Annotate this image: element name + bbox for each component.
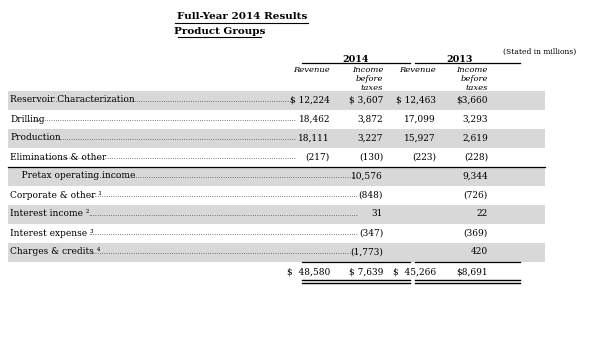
Text: 18,111: 18,111 — [299, 133, 330, 142]
Text: Product Groups: Product Groups — [174, 27, 266, 36]
Text: Revenue: Revenue — [293, 66, 330, 74]
Bar — [8, 242, 545, 262]
Text: Income
before
taxes: Income before taxes — [352, 66, 383, 92]
Text: $  45,266: $ 45,266 — [393, 268, 436, 277]
Text: (347): (347) — [359, 229, 383, 237]
Text: $  48,580: $ 48,580 — [287, 268, 330, 277]
Text: 10,576: 10,576 — [351, 171, 383, 180]
Text: 22: 22 — [477, 209, 488, 218]
Text: 31: 31 — [372, 209, 383, 218]
Text: Pretax operating income: Pretax operating income — [10, 171, 135, 180]
Text: (223): (223) — [412, 153, 436, 162]
Text: ................................................................................: ........................................… — [88, 191, 358, 199]
Text: (1,773): (1,773) — [350, 247, 383, 257]
Text: (726): (726) — [464, 191, 488, 200]
Text: $ 12,224: $ 12,224 — [290, 95, 330, 104]
Bar — [8, 204, 545, 224]
Text: ................................................................................: ........................................… — [88, 210, 358, 218]
Text: $3,660: $3,660 — [457, 95, 488, 104]
Text: Interest income ²: Interest income ² — [10, 209, 90, 218]
Bar — [8, 129, 545, 147]
Text: (369): (369) — [464, 229, 488, 237]
Text: (Stated in millions): (Stated in millions) — [503, 48, 576, 56]
Text: 420: 420 — [471, 247, 488, 257]
Text: Corporate & other ¹: Corporate & other ¹ — [10, 191, 102, 200]
Text: ................................................................................: ........................................… — [26, 115, 296, 123]
Text: 9,344: 9,344 — [462, 171, 488, 180]
Text: $ 7,639: $ 7,639 — [349, 268, 383, 277]
Text: Interest expense ³: Interest expense ³ — [10, 229, 94, 237]
Text: (848): (848) — [359, 191, 383, 200]
Text: ................................................................................: ........................................… — [88, 172, 358, 180]
Text: 3,227: 3,227 — [358, 133, 383, 142]
Text: ................................................................................: ........................................… — [26, 134, 296, 142]
Text: ................................................................................: ........................................… — [26, 96, 296, 104]
Text: 15,927: 15,927 — [404, 133, 436, 142]
Text: Charges & credits ⁴: Charges & credits ⁴ — [10, 247, 100, 257]
Text: Reservoir Characterization: Reservoir Characterization — [10, 95, 135, 104]
Bar — [8, 91, 545, 109]
Text: Production: Production — [10, 133, 61, 142]
Text: ................................................................................: ........................................… — [88, 248, 358, 256]
Bar — [8, 166, 545, 186]
Text: $8,691: $8,691 — [457, 268, 488, 277]
Text: 3,293: 3,293 — [463, 115, 488, 124]
Text: 3,872: 3,872 — [358, 115, 383, 124]
Text: $ 12,463: $ 12,463 — [396, 95, 436, 104]
Text: 2014: 2014 — [343, 55, 369, 64]
Text: 2013: 2013 — [447, 55, 473, 64]
Text: 17,099: 17,099 — [404, 115, 436, 124]
Text: Revenue: Revenue — [399, 66, 436, 74]
Text: Drilling: Drilling — [10, 115, 44, 124]
Text: ................................................................................: ........................................… — [26, 153, 296, 161]
Text: Eliminations & other: Eliminations & other — [10, 153, 106, 162]
Text: $ 3,607: $ 3,607 — [349, 95, 383, 104]
Text: (228): (228) — [464, 153, 488, 162]
Text: Full-Year 2014 Results: Full-Year 2014 Results — [177, 12, 307, 21]
Text: 2,619: 2,619 — [462, 133, 488, 142]
Text: (130): (130) — [359, 153, 383, 162]
Text: (217): (217) — [306, 153, 330, 162]
Text: ................................................................................: ........................................… — [88, 229, 358, 237]
Text: 18,462: 18,462 — [299, 115, 330, 124]
Text: Income
before
taxes: Income before taxes — [457, 66, 488, 92]
